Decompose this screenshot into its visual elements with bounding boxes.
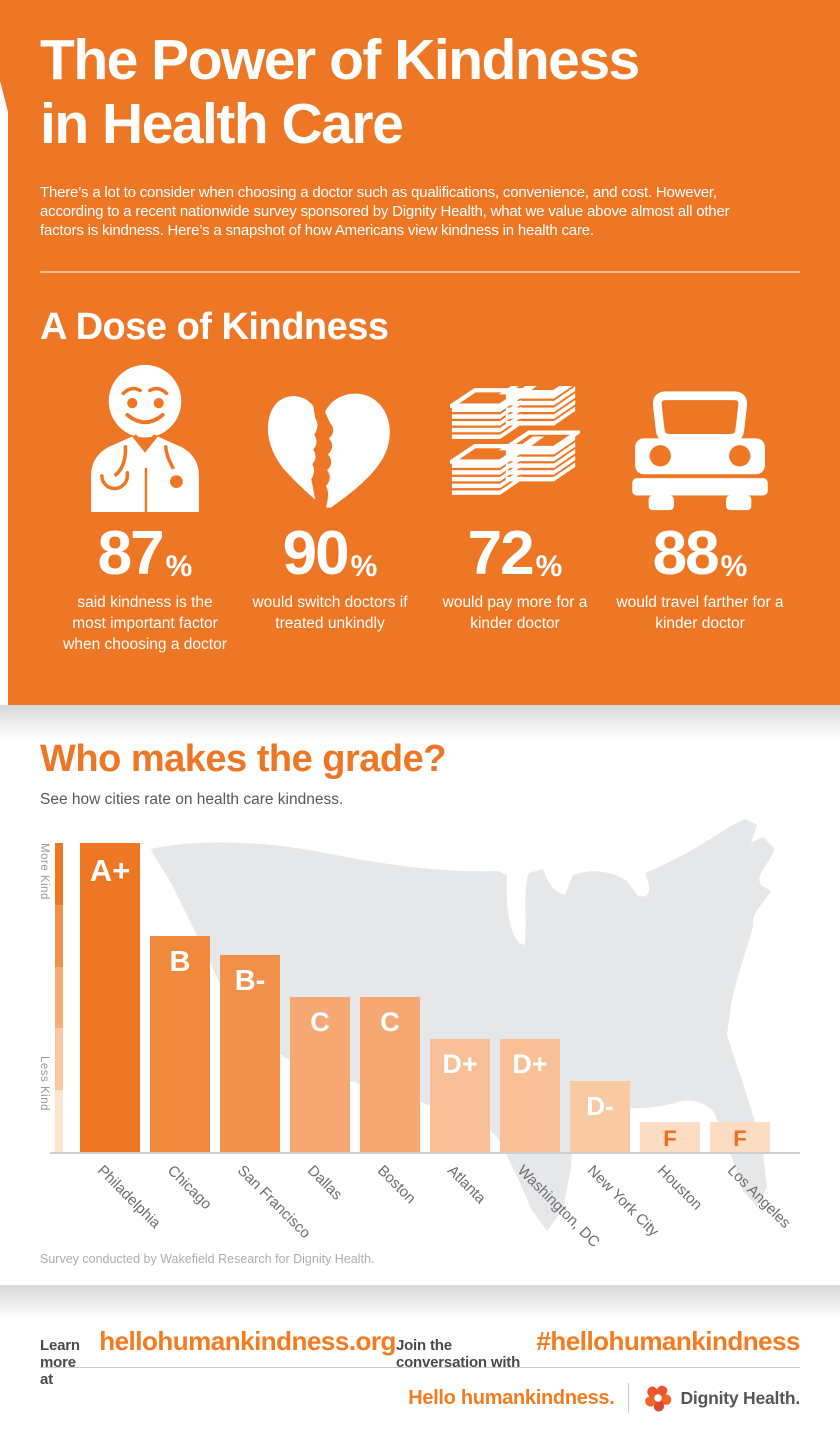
stat-text: would travel farther for a kinder doctor — [616, 594, 784, 632]
site-link[interactable]: hellohumankindness.org — [99, 1326, 396, 1356]
us-map — [145, 815, 805, 1252]
brand-row: Hello humankindness. Dignity Health. — [408, 1382, 800, 1414]
stat-column-heart: 90 % would switch doctors if treated unk… — [238, 358, 422, 634]
stat-value: 90 — [282, 519, 350, 588]
footer-divider — [40, 1367, 800, 1368]
dignity-wordmark: Dignity Health. — [680, 1387, 800, 1408]
bar-grade-label: F — [733, 1126, 747, 1151]
intro-text: There’s a lot to consider when choosing … — [40, 184, 730, 239]
bar-grade-label: D+ — [512, 1049, 548, 1079]
footer-links: Learn more at hellohumankindness.org Joi… — [40, 1326, 800, 1388]
bar-grade-label: D- — [586, 1091, 614, 1121]
dose-heading: A Dose of Kindness — [40, 306, 389, 348]
car-icon — [627, 358, 773, 512]
money-stack-icon — [450, 358, 580, 512]
stat-column-money: 72 % would pay more for a kinder doctor — [423, 358, 607, 634]
stat-percent: % — [720, 550, 748, 583]
learn-more-group: Learn more at hellohumankindness.org — [40, 1326, 396, 1388]
join-label: Join the conversation with — [395, 1337, 521, 1371]
dignity-logo-flower-icon — [643, 1383, 673, 1413]
stat-percent: % — [535, 550, 563, 583]
survey-note: Survey conducted by Wakefield Research f… — [40, 1252, 375, 1266]
hashtag-link[interactable]: #hellohumankindness — [536, 1326, 800, 1356]
footer-shadow-top — [0, 1285, 840, 1319]
axis-segment — [55, 1028, 63, 1091]
page-title-line2: in Health Care — [40, 92, 404, 156]
stat-value-row: 87 % — [97, 519, 193, 588]
axis-segment — [55, 904, 63, 967]
page-title-line1: The Power of Kindness — [40, 28, 640, 92]
stat-value-row: 90 % — [282, 519, 378, 588]
join-group: Join the conversation with #hellohumanki… — [395, 1326, 801, 1371]
bar-grade-label: C — [380, 1007, 400, 1037]
bar-grade-label: A+ — [89, 853, 131, 888]
grade-heading: Who makes the grade? — [40, 738, 446, 780]
bar: D+ — [500, 1039, 560, 1152]
bar-grade-label: C — [310, 1007, 330, 1037]
bar: B — [150, 936, 210, 1152]
bar: C — [290, 997, 350, 1152]
stat-text: said kindness is the most important fact… — [63, 594, 227, 653]
stat-column-car: 88 % would travel farther for a kinder d… — [608, 358, 792, 634]
broken-heart-icon — [266, 358, 394, 512]
bar: F — [640, 1122, 700, 1152]
axis-segment — [55, 1090, 63, 1152]
brand-wordmark: Hello humankindness. — [408, 1386, 615, 1409]
bar-grade-label: B — [169, 946, 191, 978]
stat-value: 88 — [652, 519, 720, 588]
bar: C — [360, 997, 420, 1152]
bar: D- — [570, 1081, 630, 1152]
chart-baseline — [50, 1152, 800, 1154]
bar: D+ — [430, 1039, 490, 1152]
stat-percent: % — [350, 550, 378, 583]
bar-grade-label: D+ — [442, 1049, 478, 1079]
bar: A+ — [80, 843, 140, 1152]
bar: B- — [220, 955, 280, 1152]
doctor-icon — [81, 358, 209, 512]
header-panel — [8, 0, 840, 705]
stat-value: 87 — [97, 519, 165, 588]
axis-label-less: Less Kind — [38, 1056, 50, 1112]
bar-grade-label: F — [663, 1126, 677, 1151]
corner-patch — [0, 0, 8, 112]
brand-divider — [628, 1383, 630, 1413]
kindness-axis — [55, 843, 63, 1152]
stat-text: would switch doctors if treated unkindly — [252, 594, 408, 632]
page-title: The Power of Kindness in Health Care — [40, 28, 640, 156]
grade-subtitle: See how cities rate on health care kindn… — [40, 791, 344, 808]
stat-text: would pay more for a kinder doctor — [442, 594, 588, 632]
stat-value-row: 72 % — [467, 519, 563, 588]
bar: F — [710, 1122, 770, 1152]
axis-segment — [55, 843, 63, 905]
stat-column-doctor: 87 % said kindness is the most important… — [53, 358, 237, 655]
stat-value-row: 88 % — [652, 519, 748, 588]
header-divider — [40, 271, 800, 273]
stat-value: 72 — [467, 519, 535, 588]
section-shadow-top — [0, 705, 840, 739]
bar-grade-label: B- — [234, 965, 266, 997]
learn-more-label: Learn more at — [40, 1337, 80, 1388]
axis-segment — [55, 966, 63, 1029]
stat-percent: % — [165, 550, 193, 583]
axis-label-more: More Kind — [38, 843, 50, 900]
